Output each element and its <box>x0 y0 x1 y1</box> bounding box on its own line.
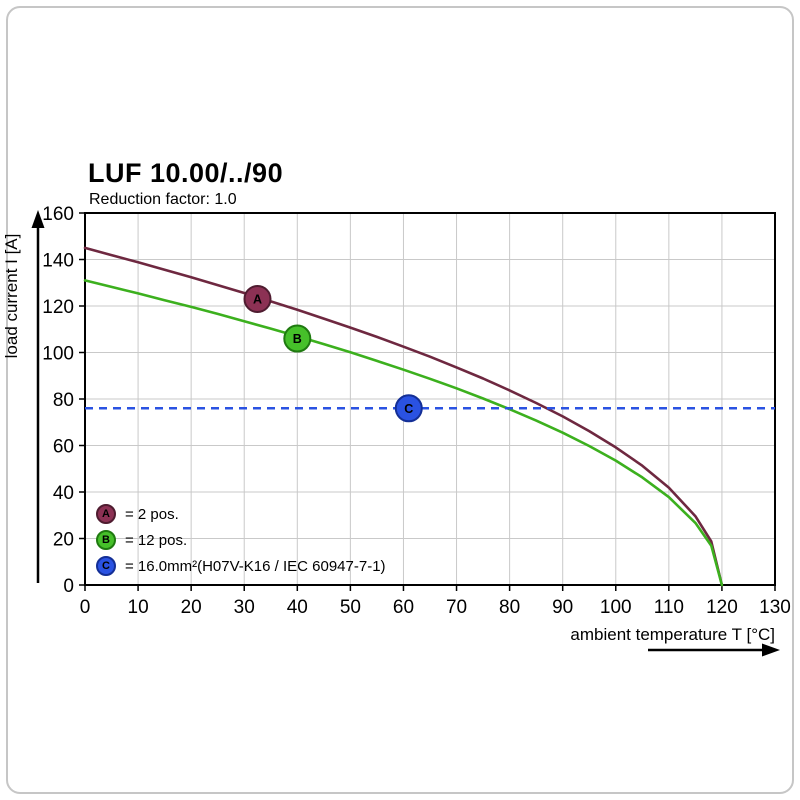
chart-legend: A = 2 pos. B = 12 pos. C = 16.0mm²(H07V-… <box>96 501 386 579</box>
svg-text:80: 80 <box>53 390 74 411</box>
svg-text:10: 10 <box>128 597 149 618</box>
chart-title: LUF 10.00/../90 <box>88 158 284 188</box>
svg-text:20: 20 <box>53 530 74 551</box>
legend-label-2pos: = 2 pos. <box>125 505 179 523</box>
svg-text:40: 40 <box>53 483 74 504</box>
svg-text:60: 60 <box>393 597 414 618</box>
svg-text:20: 20 <box>181 597 202 618</box>
legend-item-2pos: A = 2 pos. <box>96 501 386 527</box>
svg-text:100: 100 <box>42 344 74 365</box>
svg-text:130: 130 <box>759 597 791 618</box>
svg-text:0: 0 <box>63 576 74 597</box>
svg-text:40: 40 <box>287 597 308 618</box>
svg-text:B: B <box>293 332 302 346</box>
svg-text:90: 90 <box>552 597 573 618</box>
svg-text:load current I [A]: load current I [A] <box>2 234 21 359</box>
svg-text:0: 0 <box>80 597 91 618</box>
svg-text:50: 50 <box>340 597 361 618</box>
series-a-badge-icon: A <box>96 504 116 524</box>
svg-text:140: 140 <box>42 251 74 272</box>
svg-text:100: 100 <box>600 597 632 618</box>
legend-item-wire-spec: C = 16.0mm²(H07V-K16 / IEC 60947-7-1) <box>96 553 386 579</box>
svg-text:A: A <box>253 293 262 307</box>
svg-text:80: 80 <box>499 597 520 618</box>
legend-item-12pos: B = 12 pos. <box>96 527 386 553</box>
svg-text:ambient temperature T [°C]: ambient temperature T [°C] <box>570 625 775 644</box>
legend-label-12pos: = 12 pos. <box>125 531 188 549</box>
svg-text:30: 30 <box>234 597 255 618</box>
series-b-badge-icon: B <box>96 530 116 550</box>
svg-text:60: 60 <box>53 437 74 458</box>
svg-text:120: 120 <box>706 597 738 618</box>
series-c-badge-icon: C <box>96 556 116 576</box>
legend-label-wire-spec: = 16.0mm²(H07V-K16 / IEC 60947-7-1) <box>125 557 386 575</box>
svg-text:110: 110 <box>654 597 684 618</box>
svg-text:160: 160 <box>42 204 74 225</box>
svg-text:C: C <box>404 402 413 416</box>
chart-subtitle: Reduction factor: 1.0 <box>89 191 237 208</box>
svg-text:70: 70 <box>446 597 467 618</box>
svg-text:120: 120 <box>42 297 74 318</box>
